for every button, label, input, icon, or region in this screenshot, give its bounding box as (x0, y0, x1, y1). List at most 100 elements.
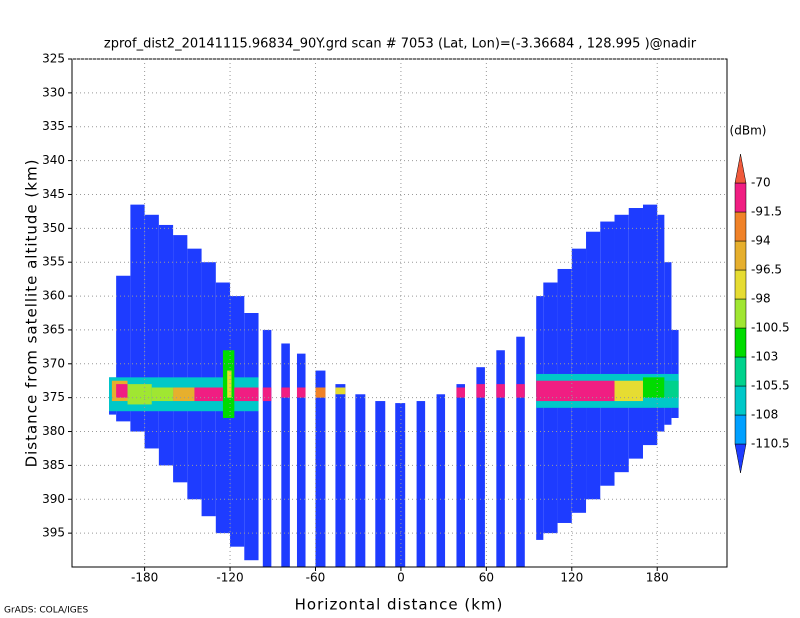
swath-column (335, 384, 346, 567)
colorbar-title: (dBm) (730, 124, 767, 138)
echo-cell (262, 387, 272, 402)
y-tick-label: 355 (42, 255, 65, 269)
echo-cell (476, 384, 485, 398)
colorbar-segment (734, 414, 747, 445)
echo-cell (614, 380, 643, 402)
y-tick-label: 360 (42, 289, 65, 303)
echo-cell (296, 387, 306, 398)
x-tick-label: 60 (479, 571, 494, 585)
swath-column (130, 204, 145, 432)
x-tick-label: 120 (560, 571, 583, 585)
swath-column (476, 367, 485, 567)
x-tick-label: 180 (646, 571, 669, 585)
echo-cell (234, 387, 259, 402)
y-tick-label: 335 (42, 119, 65, 133)
y-tick-label: 375 (42, 390, 65, 404)
colorbar-label: -100.5 (751, 321, 790, 335)
swath-column (315, 370, 326, 567)
swath-column (173, 235, 188, 483)
plot-frame (71, 58, 728, 568)
y-tick-label: 365 (42, 322, 65, 336)
y-tick-label: 380 (42, 424, 65, 438)
colorbar-label: -108 (751, 408, 778, 422)
colorbar-segment (734, 385, 747, 416)
plot-area (109, 204, 679, 567)
x-tick-label: -180 (131, 571, 158, 585)
echo-cell (127, 384, 152, 405)
swath-column (244, 313, 259, 561)
swath-column (262, 329, 272, 567)
colorbar-label: -91.5 (751, 205, 782, 219)
swath-column (516, 336, 525, 567)
echo-cell (194, 387, 223, 402)
swath-column (416, 401, 426, 567)
swath-column (628, 208, 643, 459)
echo-cell (642, 377, 665, 398)
x-axis-label: Horizontal distance (km) (295, 596, 504, 614)
colorbar-segment (734, 240, 747, 271)
colorbar-label: -103 (751, 350, 778, 364)
swath-column (600, 221, 615, 486)
swath-column (395, 403, 406, 567)
x-tick-label: -60 (306, 571, 326, 585)
colorbar-label: -110.5 (751, 437, 790, 451)
y-tick-label: 395 (42, 526, 65, 540)
y-tick-label: 350 (42, 221, 65, 235)
echo-cell (315, 387, 326, 398)
swath-column (536, 296, 544, 540)
swath-column (586, 231, 601, 500)
echo-cell (456, 387, 465, 398)
echo-cell (173, 387, 195, 402)
colorbar-segment (734, 269, 747, 300)
echo-cell (281, 387, 290, 398)
echo-cell (151, 387, 174, 402)
y-tick-label: 390 (42, 492, 65, 506)
colorbar-segment (734, 182, 747, 213)
y-tick-label: 370 (42, 356, 65, 370)
swath-column (657, 214, 665, 432)
swath-column (642, 204, 658, 446)
x-tick-label: -120 (216, 571, 243, 585)
swath-column (296, 353, 306, 567)
echo-cell (335, 387, 346, 395)
y-axis-label: Distance from satellite altitude (km) (23, 159, 41, 468)
swath-column (496, 350, 505, 567)
swath-column (614, 214, 629, 473)
colorbar: -110.5 -108 -105.5 -103 -100.5 -98 -96.5 -94 -91… (734, 153, 790, 474)
x-tick-label: 0 (397, 571, 405, 585)
footer: GrADS: COLA/IGES (4, 606, 88, 616)
colorbar-label: -70 (751, 176, 771, 190)
swath-column (230, 296, 245, 547)
colorbar-segment (734, 298, 747, 329)
colorbar-triangle (734, 153, 747, 184)
echo-cell (664, 380, 679, 398)
swath-column (355, 394, 366, 567)
colorbar-segment (734, 211, 747, 242)
echo-cell (516, 384, 525, 398)
colorbar-label: -96.5 (751, 263, 782, 277)
colorbar-triangle (734, 443, 747, 474)
swath-column (144, 214, 159, 449)
echo-cell (116, 384, 128, 398)
chart-title: zprof_dist2_20141115.96834_90Y.grd scan … (104, 37, 697, 52)
y-tick-label: 340 (42, 153, 65, 167)
echo-cell (536, 380, 615, 402)
colorbar-label: -105.5 (751, 379, 790, 393)
swath-column (158, 224, 174, 466)
colorbar-label: -94 (751, 234, 771, 248)
y-tick-label: 330 (42, 85, 65, 99)
swath-column (664, 262, 672, 425)
y-tick-label: 385 (42, 458, 65, 472)
echo-cell (227, 370, 232, 398)
colorbar-label: -98 (751, 292, 771, 306)
colorbar-segment (734, 356, 747, 387)
swath-column (187, 248, 202, 500)
swath-column (456, 384, 465, 567)
colorbar-segment (734, 327, 747, 358)
y-tick-label: 345 (42, 187, 65, 201)
swath-column (281, 343, 290, 567)
swath-column (375, 401, 386, 567)
y-tick-label: 325 (42, 52, 65, 66)
